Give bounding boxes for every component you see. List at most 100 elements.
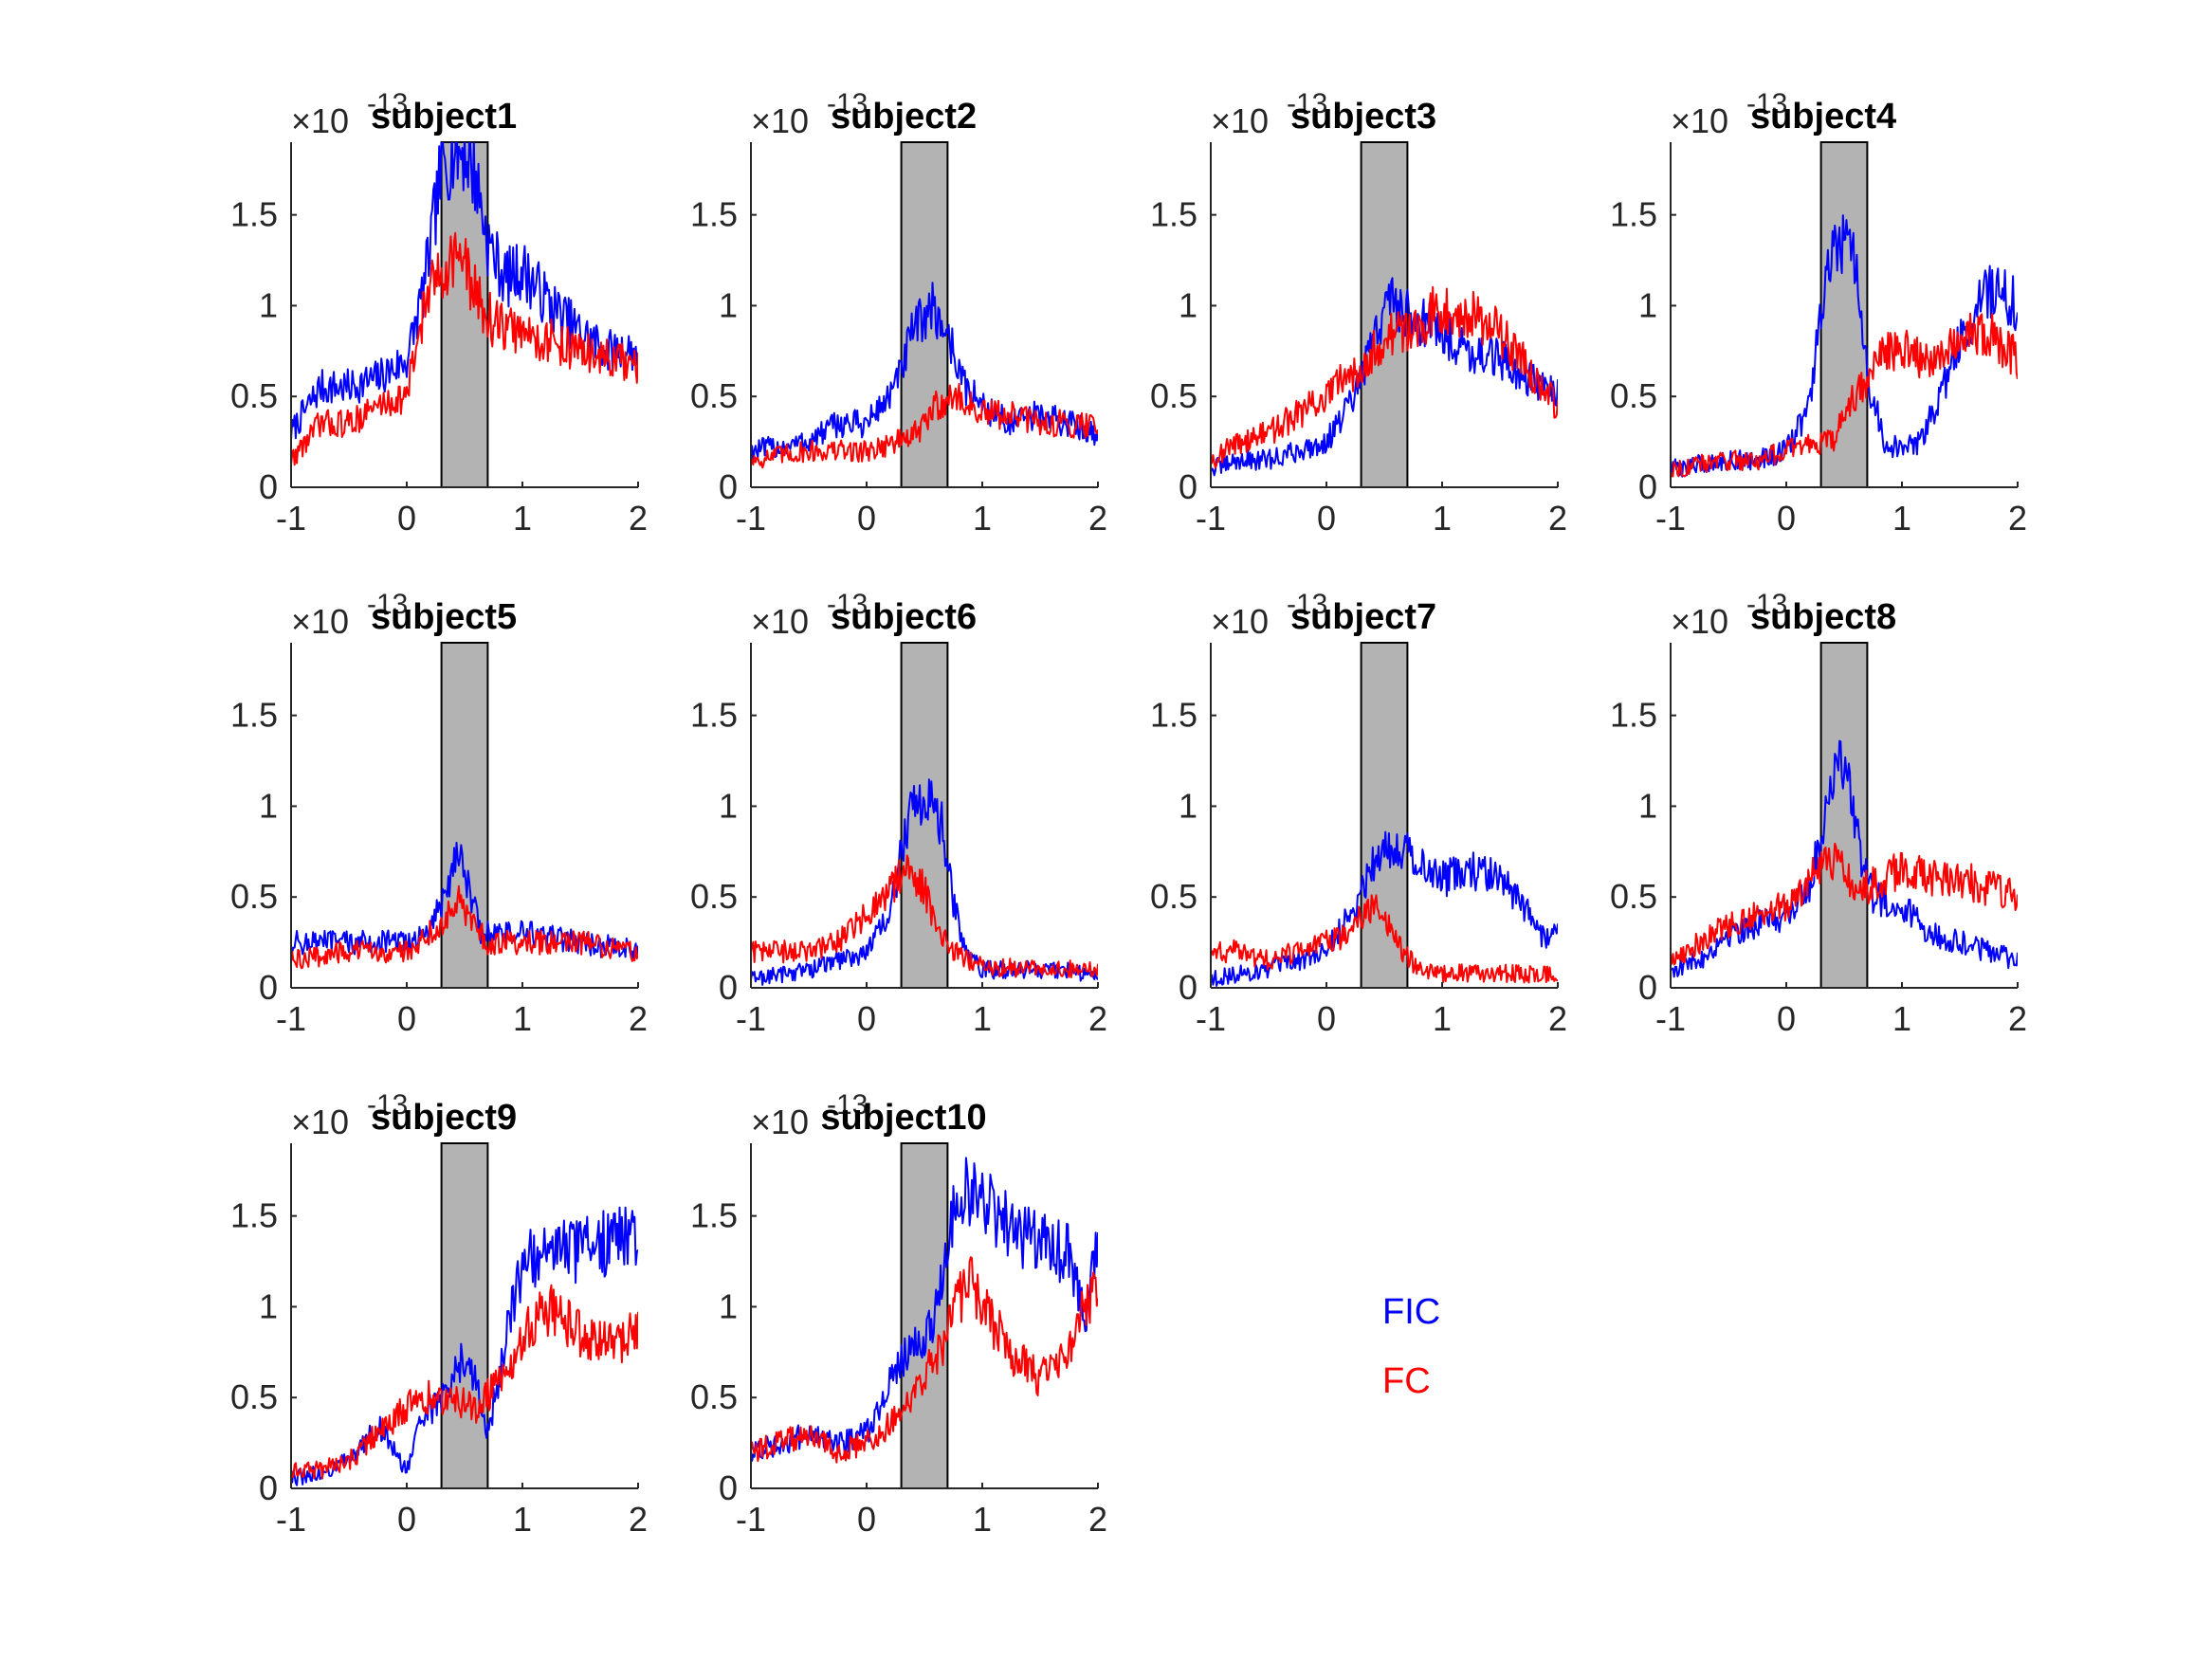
x-tick-label: -1 <box>736 1500 766 1539</box>
y-tick-label: 1.5 <box>690 696 738 735</box>
series-fc-line <box>291 884 638 970</box>
x-tick-label: 2 <box>1088 1500 1107 1539</box>
series-fic-line <box>1211 830 1558 987</box>
x-tick-label: -1 <box>276 499 306 538</box>
x-tick-label: -1 <box>1196 999 1226 1038</box>
y-tick-label: 0.5 <box>230 877 278 916</box>
x-tick-label: -1 <box>276 1500 306 1539</box>
panel-title: subject10 <box>820 1098 986 1138</box>
y-exponent-power: -13 <box>367 1089 408 1121</box>
stimulus-window <box>440 1142 489 1489</box>
panel-title: subject7 <box>1290 597 1436 637</box>
y-tick-label: 0.5 <box>230 376 278 415</box>
legend-entry-fc: FC <box>1382 1361 1431 1401</box>
x-tick-label: 1 <box>513 499 532 538</box>
series-fc-line <box>1211 894 1558 984</box>
x-tick-label: -1 <box>736 999 766 1038</box>
y-tick-label: 0 <box>259 1468 278 1507</box>
panel-title: subject8 <box>1750 597 1896 637</box>
x-tick-label: 1 <box>1433 999 1452 1038</box>
x-tick-label: -1 <box>1655 499 1686 538</box>
y-tick-label: 0.5 <box>1610 877 1657 916</box>
y-exponent-label: ×10 <box>751 1103 809 1141</box>
y-tick-label: 0.5 <box>690 1377 738 1416</box>
legend-entry-fic: FIC <box>1382 1292 1440 1332</box>
x-tick-label: 2 <box>629 1500 648 1539</box>
y-tick-label: 1.5 <box>230 696 278 735</box>
x-tick-label: 0 <box>857 1500 876 1539</box>
y-tick-label: 0.5 <box>1150 877 1197 916</box>
panel-title: subject9 <box>371 1098 517 1138</box>
y-tick-label: 1.5 <box>230 195 278 234</box>
stimulus-window <box>1360 642 1409 989</box>
series-fc-line <box>751 1256 1098 1464</box>
y-tick-label: 0 <box>1179 968 1197 1007</box>
y-exponent-label: ×10 <box>751 602 809 641</box>
y-exponent-power: -13 <box>1746 88 1787 119</box>
y-exponent-label: ×10 <box>291 1103 349 1141</box>
y-exponent-power: -13 <box>827 1089 868 1121</box>
series-fc-line <box>751 383 1098 469</box>
panel-title: subject2 <box>831 97 977 137</box>
x-tick-label: 1 <box>1892 999 1911 1038</box>
series-fc-line <box>1671 842 2018 966</box>
y-tick-label: 1 <box>259 786 278 825</box>
y-tick-label: 0.5 <box>690 877 738 916</box>
series-fic-line <box>1211 277 1558 477</box>
y-exponent-label: ×10 <box>1671 602 1728 641</box>
x-tick-label: 0 <box>1317 499 1336 538</box>
y-exponent-power: -13 <box>827 589 868 620</box>
x-tick-label: 0 <box>857 499 876 538</box>
y-tick-label: 0.5 <box>230 1377 278 1416</box>
y-tick-label: 1 <box>1638 786 1657 825</box>
y-tick-label: 0 <box>1638 968 1657 1007</box>
x-tick-label: -1 <box>736 499 766 538</box>
y-exponent-label: ×10 <box>1211 602 1269 641</box>
stimulus-window <box>1819 642 1869 989</box>
y-tick-label: 1 <box>1179 285 1197 324</box>
x-tick-label: 1 <box>1892 499 1911 538</box>
y-tick-label: 1 <box>719 285 738 324</box>
panel-title: subject3 <box>1290 97 1436 137</box>
y-exponent-power: -13 <box>827 88 868 119</box>
y-tick-label: 1.5 <box>230 1196 278 1235</box>
series-fc-line <box>291 1284 638 1480</box>
panel-title: subject6 <box>831 597 977 637</box>
x-tick-label: 0 <box>1317 999 1336 1038</box>
x-tick-label: 2 <box>1548 499 1567 538</box>
y-tick-label: 0.5 <box>1610 376 1657 415</box>
y-tick-label: 0 <box>719 968 738 1007</box>
y-exponent-label: ×10 <box>1211 101 1269 140</box>
y-tick-label: 0.5 <box>1150 376 1197 415</box>
x-tick-label: -1 <box>1655 999 1686 1038</box>
x-tick-label: 1 <box>973 499 992 538</box>
series-fc-line <box>751 854 1098 978</box>
y-tick-label: 1.5 <box>1150 195 1197 234</box>
y-exponent-label: ×10 <box>751 101 809 140</box>
x-tick-label: 1 <box>973 1500 992 1539</box>
x-tick-label: -1 <box>276 999 306 1038</box>
x-tick-label: 0 <box>1777 999 1796 1038</box>
x-tick-label: -1 <box>1196 499 1226 538</box>
y-exponent-power: -13 <box>367 88 408 119</box>
x-tick-label: 1 <box>513 999 532 1038</box>
x-tick-label: 0 <box>397 499 416 538</box>
y-tick-label: 0 <box>259 467 278 506</box>
y-tick-label: 1 <box>259 285 278 324</box>
x-tick-label: 2 <box>1088 499 1107 538</box>
series-fic-line <box>1671 739 2018 978</box>
y-exponent-power: -13 <box>1746 589 1787 620</box>
x-tick-label: 1 <box>1433 499 1452 538</box>
x-tick-label: 2 <box>1548 999 1567 1038</box>
x-tick-label: 1 <box>973 999 992 1038</box>
y-tick-label: 1.5 <box>1150 696 1197 735</box>
panel-title: subject1 <box>371 97 517 137</box>
